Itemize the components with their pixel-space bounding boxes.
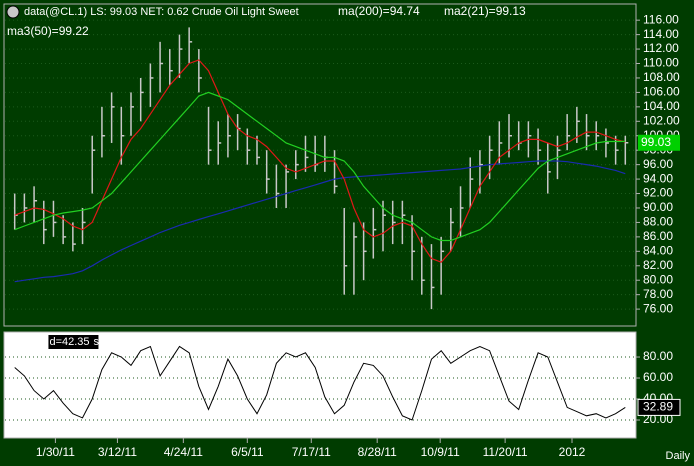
y-tick-label: 86.00 xyxy=(643,229,673,243)
legend-entry: ma2(21)=99.13 xyxy=(444,4,526,18)
y-tick-label: 76.00 xyxy=(643,301,673,315)
ma-line xyxy=(14,91,626,242)
symbol-icon xyxy=(6,5,20,19)
ma-line xyxy=(14,59,626,263)
x-tick-label: 6/5/11 xyxy=(231,445,264,459)
y-tick-label: 110.00 xyxy=(643,56,679,70)
y-tick-label: 82.00 xyxy=(643,258,673,272)
x-tick-label: 2012 xyxy=(559,445,586,459)
y-tick-label: 108.00 xyxy=(643,70,680,84)
stoch-label: level2=80.00 xyxy=(204,336,267,348)
y-tick-label: 106.00 xyxy=(643,85,680,99)
x-tick-label: 8/28/11 xyxy=(358,445,397,459)
last-value-box xyxy=(638,134,680,151)
chart-title: data(@CL.1) LS: 99.03 NET: 0.62 Crude Oi… xyxy=(24,6,299,18)
last-value-label: 32.89 xyxy=(643,400,673,414)
y-tick-label: 60.00 xyxy=(643,370,673,384)
y-tick-label: 88.00 xyxy=(643,215,673,229)
y-tick-label: 90.00 xyxy=(643,200,673,214)
legend-entry: ma(200)=94.74 xyxy=(338,4,420,18)
y-tick-label: 84.00 xyxy=(643,243,673,257)
y-tick-label: 102.00 xyxy=(643,113,680,127)
y-tick-label: 78.00 xyxy=(643,287,673,301)
y-tick-label: 80.00 xyxy=(643,349,673,363)
x-tick-label: 11/20/11 xyxy=(483,445,528,459)
stoch-label: d=42.35 xyxy=(49,336,89,348)
y-tick-label: 96.00 xyxy=(643,157,673,171)
x-tick-label: 10/9/11 xyxy=(421,445,460,459)
y-tick-label: 104.00 xyxy=(643,99,680,113)
y-tick-label: 112.00 xyxy=(643,41,679,55)
stoch-line xyxy=(14,345,626,421)
x-tick-label: 4/24/11 xyxy=(164,445,203,459)
label-highlight xyxy=(48,335,99,349)
last-value-label: 99.03 xyxy=(641,135,671,149)
ma-line xyxy=(14,160,626,283)
y-tick-label: 80.00 xyxy=(643,272,673,286)
x-tick-label: 1/30/11 xyxy=(36,445,75,459)
y-tick-label: 92.00 xyxy=(643,186,673,200)
stoch-label: level=20.00 xyxy=(143,336,200,348)
x-tick-label: 7/17/11 xyxy=(292,445,331,459)
stoch-label: sd=32.89 xyxy=(94,336,140,348)
x-axis-label: Daily xyxy=(666,450,691,462)
y-tick-label: 94.00 xyxy=(643,171,673,185)
y-tick-label: 116.00 xyxy=(643,12,679,26)
last-value-box xyxy=(637,398,681,416)
x-tick-label: 3/12/11 xyxy=(98,445,137,459)
y-tick-label: 114.00 xyxy=(643,27,679,41)
stoch-label: k=60.34 xyxy=(6,336,45,348)
legend-entry: ma3(50)=99.22 xyxy=(7,24,89,38)
